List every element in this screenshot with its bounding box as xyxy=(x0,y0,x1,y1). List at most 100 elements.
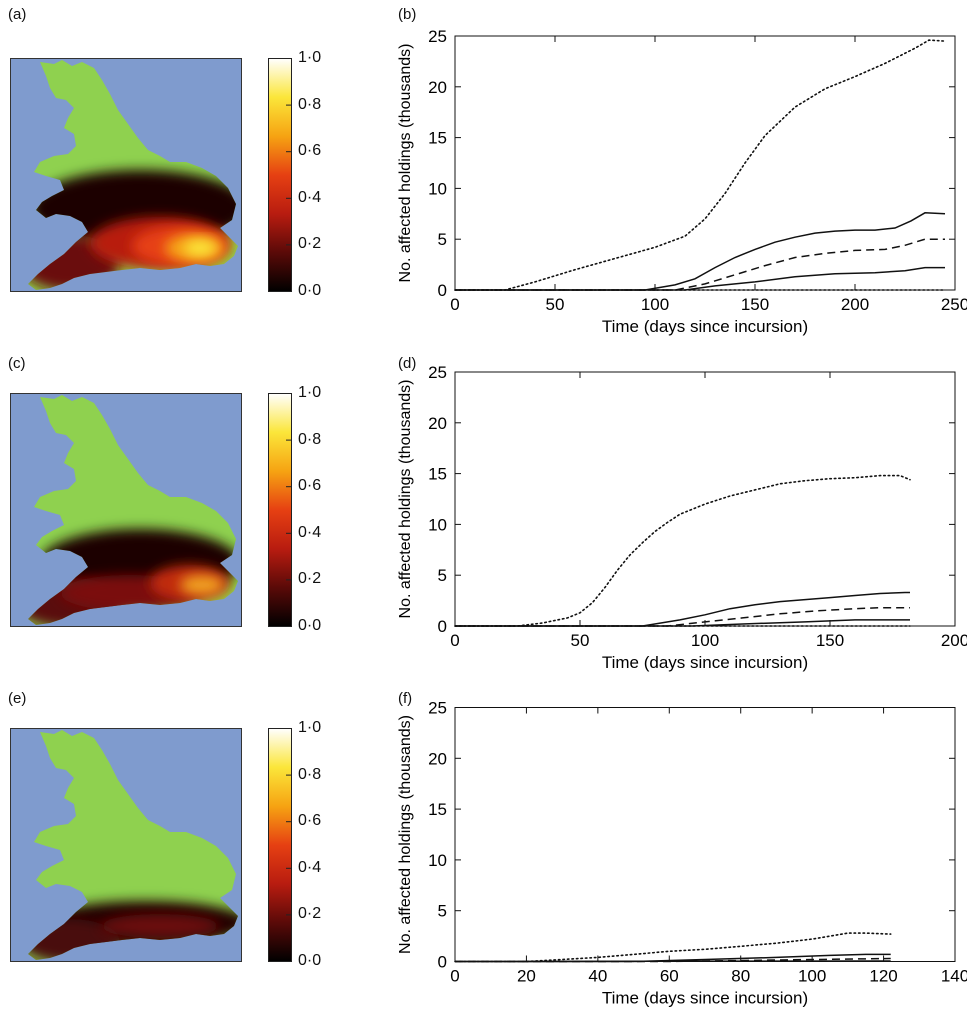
plot-frame xyxy=(454,35,956,291)
x-tick-label: 250 xyxy=(941,295,967,314)
x-tick-label: 100 xyxy=(798,967,826,986)
colorbar-tick-label: 0·2 xyxy=(298,235,322,253)
y-tick-label: 0 xyxy=(438,953,447,972)
x-tick-label: 0 xyxy=(450,967,459,986)
risk-blob xyxy=(180,575,224,595)
x-tick-label: 200 xyxy=(941,631,967,650)
series-line-solid xyxy=(454,960,891,963)
y-tick-label: 15 xyxy=(428,129,447,148)
panel-label-a: (a) xyxy=(8,6,27,23)
panel-label-c: (c) xyxy=(8,355,26,372)
x-tick-label: 0 xyxy=(450,295,459,314)
risk-map-e xyxy=(10,728,242,962)
risk-blob xyxy=(184,240,216,256)
colorbar-tick-label: 0·4 xyxy=(298,523,322,541)
risk-map-c xyxy=(10,393,242,627)
colorbar-tick-label: 0·4 xyxy=(298,858,322,876)
colorbar-tick-label: 0·8 xyxy=(298,765,322,783)
chart-b: 0 50 100 150 200 250 0 5 10 15 20 25 Time (days sinc… xyxy=(397,27,967,336)
y-tick-label: 20 xyxy=(428,414,447,433)
colorbar-tick-label: 0·0 xyxy=(298,282,322,299)
panel-label-e: (e) xyxy=(8,690,27,707)
x-tick-label: 100 xyxy=(641,295,669,314)
colorbar-tick-label: 0·0 xyxy=(298,617,322,634)
y-tick-label: 10 xyxy=(428,515,447,534)
series-line-dotted xyxy=(454,474,911,627)
x-tick-label: 0 xyxy=(450,631,459,650)
x-axis-label: Time (days since incursion) xyxy=(602,653,808,672)
y-tick-label: 10 xyxy=(428,179,447,198)
y-tick-label: 0 xyxy=(438,617,447,636)
colorbar-tick-label: 0·6 xyxy=(298,142,322,160)
colorbar-tick-label: 0·2 xyxy=(298,570,322,588)
colorbar-ticks-a: 1·0 0·8 0·6 0·4 0·2 0·0 xyxy=(298,50,338,299)
colorbar-gradient xyxy=(268,728,292,962)
x-tick-label: 120 xyxy=(869,967,897,986)
risk-map-a xyxy=(10,58,242,292)
series-line-dotted xyxy=(454,39,946,291)
x-tick-label: 50 xyxy=(546,295,565,314)
x-axis-label: Time (days since incursion) xyxy=(602,317,808,336)
colorbar-ticks-e: 1·0 0·8 0·6 0·4 0·2 0·0 xyxy=(298,720,338,969)
y-axis-label: No. affected holdings (thousands) xyxy=(397,380,414,619)
colorbar-c xyxy=(268,393,292,627)
colorbar-tick-label: 1·0 xyxy=(298,49,322,66)
y-tick-label: 10 xyxy=(428,851,447,870)
colorbar-tick-label: 0·8 xyxy=(298,95,322,113)
series-line-solid xyxy=(455,266,945,291)
colorbar-e xyxy=(268,728,292,962)
y-tick-label: 5 xyxy=(438,230,447,249)
colorbar-tick-label: 0·8 xyxy=(298,430,322,448)
map-frame xyxy=(10,393,242,627)
panel-label-f: (f) xyxy=(398,690,413,707)
colorbar-a xyxy=(268,58,292,292)
x-tick-label: 40 xyxy=(588,967,607,986)
x-tick-label: 60 xyxy=(660,967,679,986)
x-tick-label: 100 xyxy=(691,631,719,650)
chart-d: 0 50 100 150 200 0 5 10 15 20 25 Time (days since i… xyxy=(397,363,967,672)
colorbar-tick-label: 0·4 xyxy=(298,188,322,206)
y-tick-label: 5 xyxy=(438,566,447,585)
x-tick-label: 150 xyxy=(741,295,769,314)
plot-frame xyxy=(454,371,956,627)
colorbar-tick-label: 1·0 xyxy=(298,384,322,401)
colorbar-gradient xyxy=(268,393,292,627)
risk-blob xyxy=(100,914,220,938)
y-tick-label: 20 xyxy=(428,749,447,768)
series-line-solid xyxy=(455,591,910,627)
colorbar-tick-label: 0·0 xyxy=(298,952,322,969)
series-line-dashed xyxy=(455,606,910,627)
map-frame xyxy=(10,58,242,292)
y-tick-label: 25 xyxy=(428,699,447,718)
x-tick-label: 200 xyxy=(841,295,869,314)
series-line-dashed xyxy=(455,238,945,291)
map-frame xyxy=(10,728,242,962)
y-tick-label: 25 xyxy=(428,27,447,46)
colorbar-tick-label: 0·2 xyxy=(298,905,322,923)
y-tick-label: 20 xyxy=(428,78,447,97)
y-axis-label: No. affected holdings (thousands) xyxy=(397,715,414,954)
colorbar-gradient xyxy=(268,58,292,292)
land xyxy=(28,730,238,960)
chart-f: 0 20 40 60 80 100 120 140 0 5 10 15 20 25 Time (days s… xyxy=(397,699,967,1008)
panel-label-d: (d) xyxy=(398,355,417,372)
x-axis-label: Time (days since incursion) xyxy=(602,989,808,1008)
x-tick-label: 80 xyxy=(731,967,750,986)
series-line-solid xyxy=(455,212,946,291)
colorbar-tick-label: 1·0 xyxy=(298,719,322,736)
colorbar-tick-label: 0·6 xyxy=(298,812,322,830)
y-tick-label: 25 xyxy=(428,363,447,382)
plot-frame xyxy=(454,707,956,962)
y-tick-label: 5 xyxy=(438,902,447,921)
y-axis-label: No. affected holdings (thousands) xyxy=(397,44,414,283)
x-tick-label: 140 xyxy=(941,967,967,986)
y-tick-label: 0 xyxy=(438,281,447,300)
colorbar-tick-label: 0·6 xyxy=(298,477,322,495)
y-tick-label: 15 xyxy=(428,800,447,819)
x-tick-label: 150 xyxy=(816,631,844,650)
panel-label-b: (b) xyxy=(398,6,417,23)
x-tick-label: 50 xyxy=(571,631,590,650)
x-tick-label: 20 xyxy=(517,967,536,986)
y-tick-label: 15 xyxy=(428,465,447,484)
colorbar-ticks-c: 1·0 0·8 0·6 0·4 0·2 0·0 xyxy=(298,385,338,634)
